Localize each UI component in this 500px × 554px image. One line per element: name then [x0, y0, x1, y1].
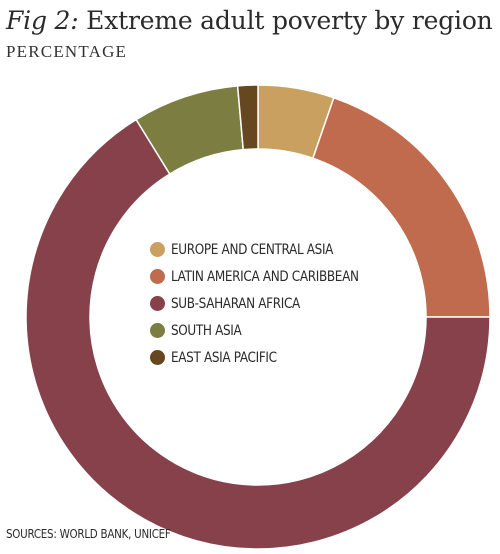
donut-slice-east-asia-pacific	[236, 84, 259, 151]
legend-swatch	[150, 242, 165, 257]
title-text: Extreme adult poverty by region	[86, 6, 493, 35]
legend-label: SOUTH ASIA	[171, 322, 242, 339]
legend-label: EUROPE AND CENTRAL ASIA	[171, 241, 334, 258]
legend-swatch	[150, 350, 165, 365]
legend-swatch	[150, 269, 165, 284]
legend-item: SOUTH ASIA	[150, 317, 390, 344]
chart-subtitle: PERCENTAGE	[6, 42, 128, 61]
figure-label: Fig 2:	[6, 6, 79, 35]
legend-item: EUROPE AND CENTRAL ASIA	[150, 236, 390, 263]
legend-item: LATIN AMERICA AND CARIBBEAN	[150, 263, 390, 290]
donut-slice-sub-saharan-africa	[25, 118, 491, 550]
legend-item: SUB-SAHARAN AFRICA	[150, 290, 390, 317]
legend-label: SUB-SAHARAN AFRICA	[171, 295, 300, 312]
chart-title: Fig 2: Extreme adult poverty by region	[6, 6, 494, 36]
legend-label: LATIN AMERICA AND CARIBBEAN	[171, 268, 359, 285]
legend-label: EAST ASIA PACIFIC	[171, 349, 277, 366]
legend-swatch	[150, 296, 165, 311]
chart-header: Fig 2: Extreme adult poverty by region P…	[6, 6, 494, 62]
legend-item: EAST ASIA PACIFIC	[150, 344, 390, 371]
chart-legend: EUROPE AND CENTRAL ASIA LATIN AMERICA AND…	[150, 236, 390, 371]
source-note: SOURCES: WORLD BANK, UNICEF	[6, 527, 171, 541]
legend-swatch	[150, 323, 165, 338]
